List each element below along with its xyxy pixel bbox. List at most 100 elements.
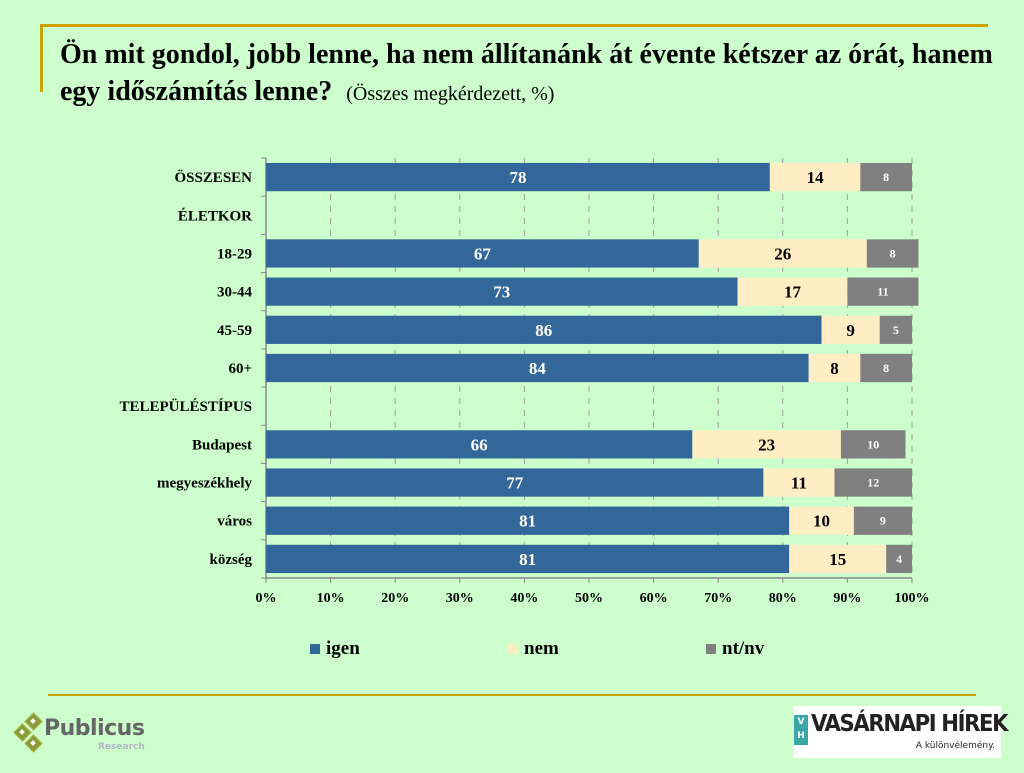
x-tick-label: 90% (833, 591, 861, 606)
data-label-nem: 14 (807, 168, 825, 187)
bar-nem (692, 430, 841, 459)
data-label-nem: 9 (846, 321, 855, 340)
publicus-name: Publicus (44, 716, 145, 741)
bar-ntnv (834, 468, 912, 497)
data-label-igen: 78 (509, 168, 526, 187)
data-label-nem: 15 (829, 550, 846, 569)
category-label: 45-59 (217, 323, 252, 339)
x-tick-label: 10% (317, 591, 345, 606)
data-label-ntnv: 12 (867, 476, 879, 490)
vh-tagline: A különvélemény. (915, 741, 995, 751)
vh-name: VASÁRNAPI HÍREK (811, 711, 1008, 737)
x-tick-label: 0% (256, 591, 277, 606)
data-label-nem: 17 (784, 283, 802, 302)
category-label: ÖSSZESEN (174, 169, 252, 186)
bar-nem (763, 468, 835, 497)
bar-ntnv (847, 277, 919, 306)
legend-swatch-nem (508, 644, 518, 654)
bar-igen (266, 430, 693, 459)
footer-rule (48, 694, 976, 696)
data-label-ntnv: 8 (890, 246, 896, 260)
x-tick-label: 100% (895, 591, 930, 606)
category-label: 30-44 (217, 285, 252, 301)
legend-label-igen: igen (326, 638, 360, 659)
publicus-logo: Publicus Research (12, 712, 152, 760)
x-tick-label: 70% (704, 591, 732, 606)
legend-item-igen: igen (310, 638, 360, 660)
bar-igen (266, 544, 790, 574)
data-label-ntnv: 5 (893, 323, 899, 337)
bar-igen (266, 506, 790, 535)
data-label-nem: 11 (791, 474, 807, 493)
vasarnapi-hirek-logo: V H VASÁRNAPI HÍREK A különvélemény. (793, 706, 1008, 758)
data-label-igen: 67 (474, 244, 492, 263)
category-label: 60+ (228, 361, 252, 377)
category-label: megyeszékhely (157, 476, 252, 492)
title-text: Ön mit gondol, jobb lenne, ha nem állíta… (60, 39, 993, 107)
data-label-nem: 23 (758, 435, 775, 454)
category-label: város (217, 514, 252, 530)
data-label-ntnv: 4 (896, 552, 902, 566)
bar-ntnv (840, 430, 906, 459)
data-label-ntnv: 11 (877, 285, 888, 299)
data-label-igen: 81 (519, 512, 536, 531)
bar-igen (266, 162, 770, 192)
data-label-ntnv: 10 (867, 437, 879, 451)
data-label-nem: 10 (813, 512, 830, 531)
bar-igen (266, 239, 699, 268)
vh-badge-bottom: H (797, 731, 805, 741)
category-label: 18-29 (217, 246, 252, 262)
data-label-igen: 66 (471, 435, 488, 454)
bar-igen (266, 315, 822, 344)
data-label-ntnv: 8 (883, 361, 889, 375)
bar-ntnv (886, 544, 912, 574)
legend-swatch-ntnv (706, 644, 716, 654)
bar-nem (821, 315, 880, 344)
legend: igen nem nt/nv (0, 638, 1024, 662)
data-label-igen: 86 (535, 321, 552, 340)
category-label: Budapest (192, 437, 252, 453)
x-tick-label: 30% (446, 591, 474, 606)
x-tick-label: 50% (575, 591, 603, 606)
x-tick-label: 80% (769, 591, 797, 606)
chart-title: Ön mit gondol, jobb lenne, ha nem állíta… (60, 36, 1000, 113)
bar-nem (789, 506, 854, 535)
bar-ntnv (879, 315, 912, 344)
legend-swatch-igen (310, 644, 320, 654)
bar-ntnv (860, 353, 912, 383)
bar-igen (266, 277, 738, 306)
data-label-ntnv: 9 (880, 514, 886, 528)
x-tick-label: 60% (640, 591, 668, 606)
bar-nem (769, 162, 861, 192)
bar-ntnv (853, 506, 912, 535)
legend-label-nem: nem (524, 638, 559, 659)
bar-igen (266, 468, 764, 497)
data-label-igen: 73 (493, 283, 510, 302)
bar-nem (789, 544, 887, 574)
bar-nem (737, 277, 848, 306)
bar-ntnv (866, 239, 919, 268)
bar-igen (266, 353, 809, 383)
vh-badge-icon: V H (794, 715, 808, 745)
data-label-igen: 84 (529, 359, 547, 378)
bar-nem (808, 353, 861, 383)
x-tick-label: 20% (381, 591, 409, 606)
bar-nem (698, 239, 867, 268)
legend-item-nem: nem (508, 638, 559, 660)
x-tick-label: 40% (510, 591, 538, 606)
stacked-bar-chart: 0% 10% 20% 30% 40% 50% 60% 70% 80% 90% 100% ÖSSZESE… (119, 157, 930, 606)
data-label-igen: 81 (519, 550, 536, 569)
data-label-igen: 77 (506, 474, 524, 493)
bar-ntnv (860, 162, 912, 192)
category-label: község (210, 552, 253, 568)
legend-item-ntnv: nt/nv (706, 638, 764, 660)
category-label: ÉLETKOR (178, 207, 252, 224)
category-label: TELEPÜLÉSTÍPUS (119, 398, 252, 415)
title-rule (40, 24, 988, 27)
data-label-ntnv: 8 (883, 170, 889, 184)
data-label-nem: 26 (774, 244, 791, 263)
title-rule-vertical (40, 24, 43, 92)
chart-subtitle: (Összes megkérdezett, %) (346, 83, 555, 105)
vh-badge-top: V (797, 717, 805, 727)
data-label-nem: 8 (830, 359, 839, 378)
